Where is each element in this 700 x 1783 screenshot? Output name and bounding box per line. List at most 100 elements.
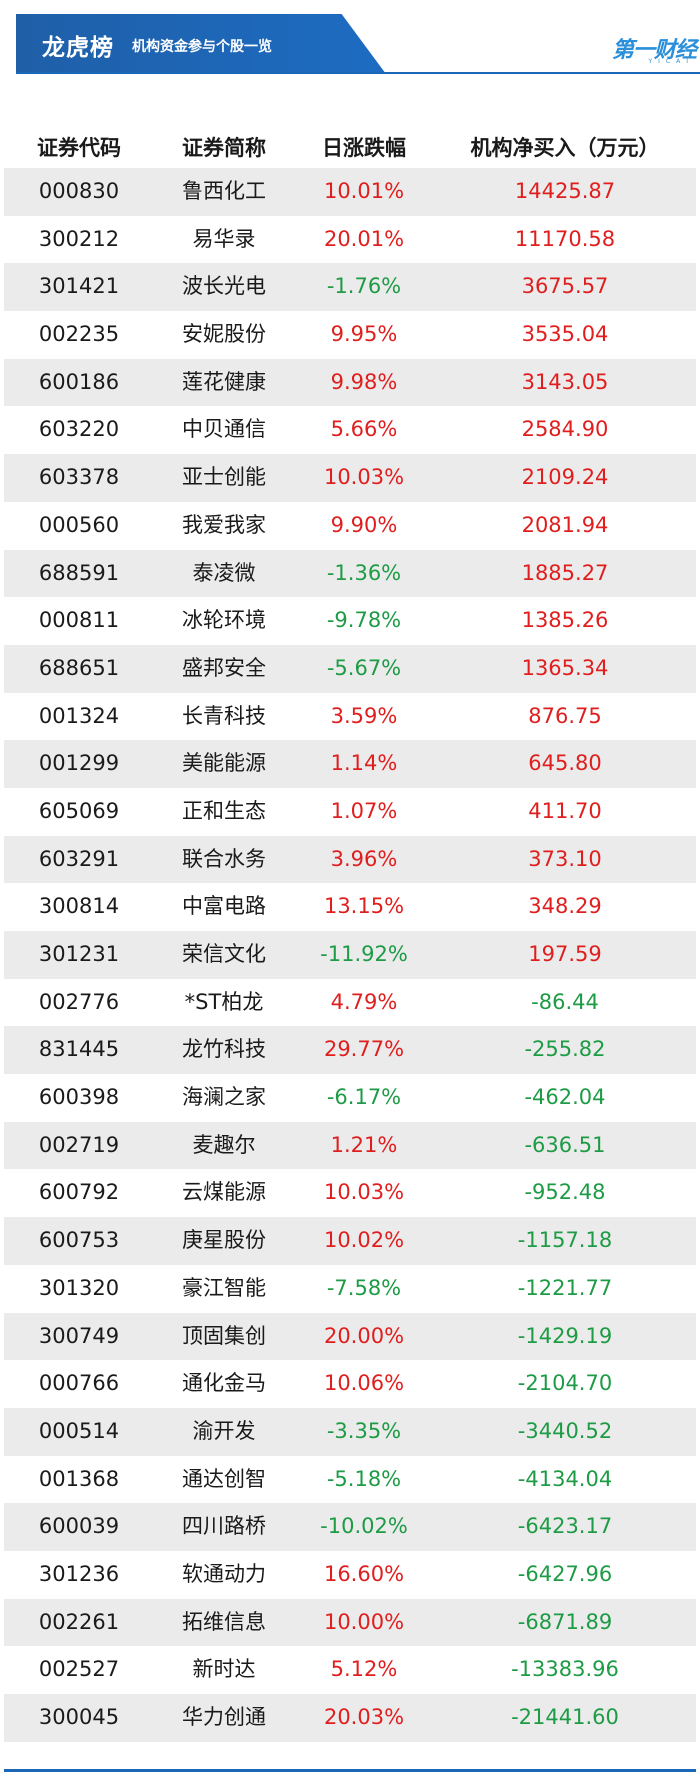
cell-code: 600398: [38, 1085, 120, 1110]
cell-code: 001324: [38, 703, 120, 728]
cell-name: 长青科技: [182, 703, 266, 728]
cell-net-buy: 197.59: [528, 942, 602, 966]
cell-name: 盛邦安全: [182, 655, 266, 680]
cell-name: 亚士创能: [182, 465, 266, 490]
table-row: 600039 四川路桥 -10.02% -6423.17: [4, 1503, 696, 1551]
table-row: 000514 渝开发 -3.35% -3440.52: [4, 1407, 696, 1456]
table-row: 002235 安妮股份 9.95% 3535.04: [4, 311, 696, 359]
cell-change: 9.90%: [330, 512, 398, 537]
header-banner: 龙虎榜 机构资金参与个股一览 第一财经 YICAI: [16, 14, 700, 74]
page-subtitle: 机构资金参与个股一览: [132, 39, 272, 55]
yicai-logo: 第一财经: [611, 38, 697, 63]
cell-change: 9.98%: [330, 369, 398, 394]
column-header-name: 证券简称: [182, 136, 266, 160]
cell-change: 20.01%: [323, 226, 405, 251]
page-title: 龙虎榜: [42, 35, 114, 61]
table-row: 600186 莲花健康 9.98% 3143.05: [4, 358, 696, 407]
table-row: 688651 盛邦安全 -5.67% 1365.34: [4, 644, 696, 693]
cell-code: 605069: [38, 798, 120, 823]
cell-change: 10.03%: [323, 465, 405, 490]
table-row: 301236 软通动力 16.60% -6427.96: [4, 1551, 696, 1599]
cell-change: 10.00%: [323, 1609, 405, 1634]
cell-change: 4.79%: [330, 989, 398, 1014]
table-row: 603220 中贝通信 5.66% 2584.90: [4, 406, 696, 454]
cell-name: 四川路桥: [182, 1514, 266, 1539]
cell-name: 渝开发: [192, 1418, 256, 1443]
cell-change: 5.66%: [330, 417, 398, 442]
cell-code: 603291: [38, 846, 120, 871]
cell-net-buy: -6871.89: [517, 1609, 613, 1634]
cell-name: 麦趣尔: [192, 1132, 256, 1157]
cell-net-buy: -952.48: [524, 1180, 606, 1205]
cell-net-buy: 411.70: [528, 798, 602, 823]
cell-code: 002261: [38, 1609, 120, 1634]
cell-name: *ST柏龙: [184, 989, 264, 1014]
table-header: 证券代码 证券简称 日涨跌幅 机构净买入（万元）: [4, 128, 696, 168]
table-row: 001368 通达创智 -5.18% -4134.04: [4, 1456, 696, 1504]
cell-code: 001368: [38, 1466, 120, 1491]
cell-name: 易华录: [192, 226, 256, 251]
cell-name: 龙竹科技: [182, 1037, 266, 1062]
cell-code: 002235: [38, 322, 120, 347]
cell-change: 9.95%: [330, 322, 398, 347]
banner-background: [16, 14, 386, 74]
cell-name: 新时达: [192, 1657, 256, 1682]
table-row: 002719 麦趣尔 1.21% -636.51: [4, 1121, 696, 1170]
cell-name: 联合水务: [182, 846, 266, 871]
cell-change: 10.01%: [323, 179, 405, 203]
cell-name: 软通动力: [182, 1561, 266, 1586]
cell-net-buy: 1365.34: [521, 655, 609, 680]
cell-name: 华力创通: [182, 1705, 266, 1729]
cell-name: 荣信文化: [182, 942, 266, 966]
table-row: 603291 联合水务 3.96% 373.10: [4, 835, 696, 884]
table-row: 001324 长青科技 3.59% 876.75: [4, 693, 696, 741]
cell-name: 海澜之家: [182, 1085, 266, 1110]
cell-code: 002776: [38, 989, 120, 1014]
cell-code: 600792: [38, 1180, 120, 1205]
cell-net-buy: 14425.87: [514, 179, 616, 203]
cell-name: 拓维信息: [182, 1609, 266, 1634]
cell-change: -1.76%: [326, 274, 402, 299]
cell-name: 中富电路: [182, 894, 266, 919]
table-row: 300212 易华录 20.01% 11170.58: [4, 216, 696, 264]
cell-code: 002719: [38, 1132, 120, 1157]
cell-net-buy: 1385.26: [521, 608, 609, 633]
cell-code: 603220: [38, 417, 120, 442]
cell-code: 000560: [38, 512, 120, 537]
cell-change: 20.03%: [323, 1705, 405, 1729]
cell-net-buy: 348.29: [528, 894, 602, 919]
cell-net-buy: -4134.04: [517, 1466, 613, 1491]
cell-change: -11.92%: [320, 942, 408, 966]
cell-change: 10.02%: [323, 1228, 405, 1253]
cell-change: -6.17%: [326, 1085, 402, 1110]
table-row: 000811 冰轮环境 -9.78% 1385.26: [4, 597, 696, 645]
cell-name: 庚星股份: [182, 1228, 266, 1253]
cell-name: 冰轮环境: [182, 608, 266, 633]
cell-net-buy: -86.44: [531, 989, 599, 1014]
cell-net-buy: 2584.90: [521, 417, 609, 442]
cell-change: -7.58%: [326, 1275, 402, 1300]
table-row: 300749 顶固集创 20.00% -1429.19: [4, 1312, 696, 1361]
cell-name: 鲁西化工: [182, 179, 266, 203]
cell-net-buy: -1221.77: [517, 1275, 613, 1300]
cell-net-buy: -1429.19: [517, 1323, 613, 1348]
cell-code: 000766: [38, 1371, 120, 1396]
cell-change: 3.59%: [330, 703, 398, 728]
cell-code: 301320: [38, 1275, 120, 1300]
table-row: 300814 中富电路 13.15% 348.29: [4, 883, 696, 931]
cell-change: 1.14%: [330, 751, 398, 776]
cell-name: 我爱我家: [182, 512, 266, 537]
cell-change: 1.21%: [330, 1132, 398, 1157]
bottom-rule: [4, 1769, 696, 1772]
cell-net-buy: -6423.17: [517, 1514, 613, 1539]
cell-code: 300212: [38, 226, 120, 251]
banner-rule: [16, 72, 700, 74]
column-header-code: 证券代码: [37, 136, 121, 160]
cell-net-buy: -1157.18: [517, 1228, 613, 1253]
table-row: 000560 我爱我家 9.90% 2081.94: [4, 502, 696, 550]
cell-net-buy: -462.04: [524, 1085, 606, 1110]
table-row: 600792 云煤能源 10.03% -952.48: [4, 1169, 696, 1217]
table-row: 000766 通化金马 10.06% -2104.70: [4, 1360, 696, 1408]
cell-change: -9.78%: [326, 608, 402, 633]
cell-code: 603378: [38, 465, 120, 490]
